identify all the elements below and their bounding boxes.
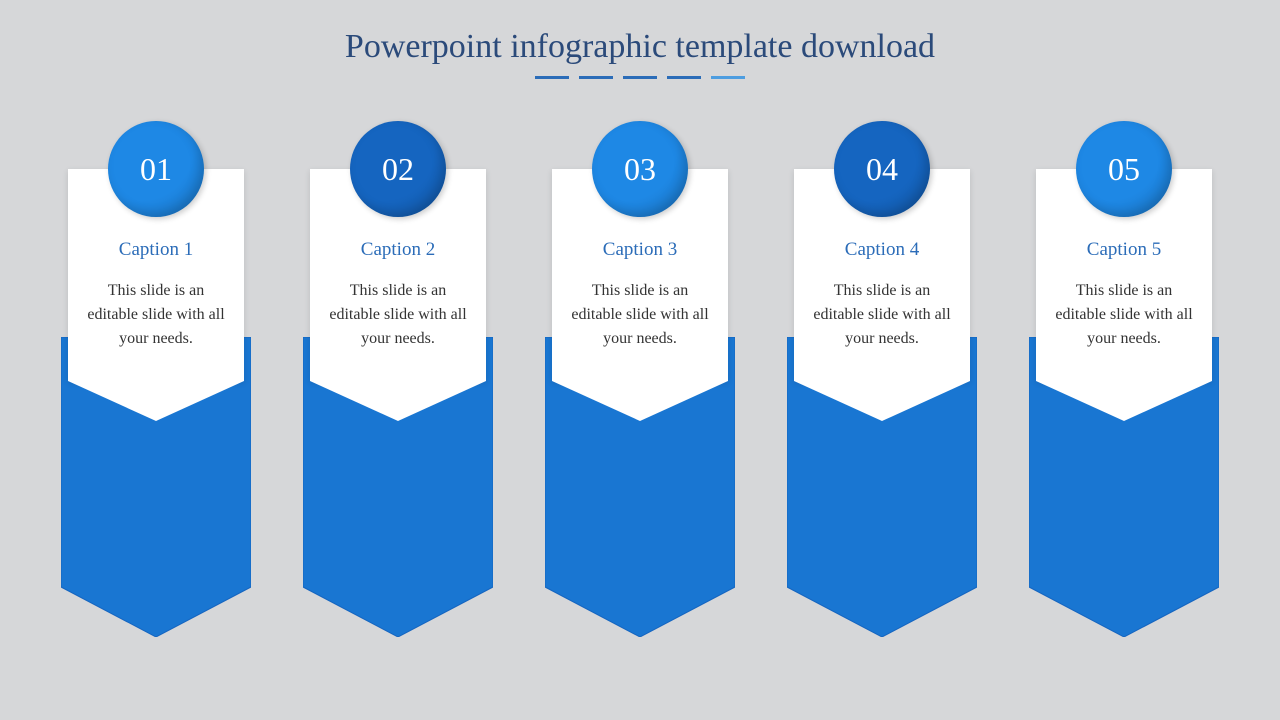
caption-body: This slide is an editable slide with all…: [1054, 279, 1194, 351]
white-card: 02Caption 2This slide is an editable sli…: [310, 169, 486, 381]
caption-body: This slide is an editable slide with all…: [570, 279, 710, 351]
caption-body: This slide is an editable slide with all…: [812, 279, 952, 351]
dash: [711, 76, 745, 79]
card-2: 02Caption 2This slide is an editable sli…: [303, 169, 493, 381]
white-card-tip: [1036, 381, 1212, 421]
caption-body: This slide is an editable slide with all…: [328, 279, 468, 351]
caption-title: Caption 1: [86, 239, 226, 261]
card-5: 05Caption 5This slide is an editable sli…: [1029, 169, 1219, 381]
title-underline: [0, 76, 1280, 79]
dash: [623, 76, 657, 79]
caption-body: This slide is an editable slide with all…: [86, 279, 226, 351]
dash: [535, 76, 569, 79]
cards-row: 01Caption 1This slide is an editable sli…: [0, 169, 1280, 381]
caption-title: Caption 3: [570, 239, 710, 261]
number-badge: 05: [1076, 121, 1172, 217]
white-card-tip: [794, 381, 970, 421]
card-4: 04Caption 4This slide is an editable sli…: [787, 169, 977, 381]
white-card-tip: [552, 381, 728, 421]
slide-title: Powerpoint infographic template download: [0, 0, 1280, 66]
card-3: 03Caption 3This slide is an editable sli…: [545, 169, 735, 381]
white-card: 01Caption 1This slide is an editable sli…: [68, 169, 244, 381]
white-card: 05Caption 5This slide is an editable sli…: [1036, 169, 1212, 381]
dash: [579, 76, 613, 79]
caption-title: Caption 4: [812, 239, 952, 261]
white-card-tip: [68, 381, 244, 421]
number-badge: 04: [834, 121, 930, 217]
number-badge: 03: [592, 121, 688, 217]
number-badge: 01: [108, 121, 204, 217]
dash: [667, 76, 701, 79]
caption-title: Caption 5: [1054, 239, 1194, 261]
card-1: 01Caption 1This slide is an editable sli…: [61, 169, 251, 381]
white-card-tip: [310, 381, 486, 421]
number-badge: 02: [350, 121, 446, 217]
white-card: 04Caption 4This slide is an editable sli…: [794, 169, 970, 381]
caption-title: Caption 2: [328, 239, 468, 261]
white-card: 03Caption 3This slide is an editable sli…: [552, 169, 728, 381]
